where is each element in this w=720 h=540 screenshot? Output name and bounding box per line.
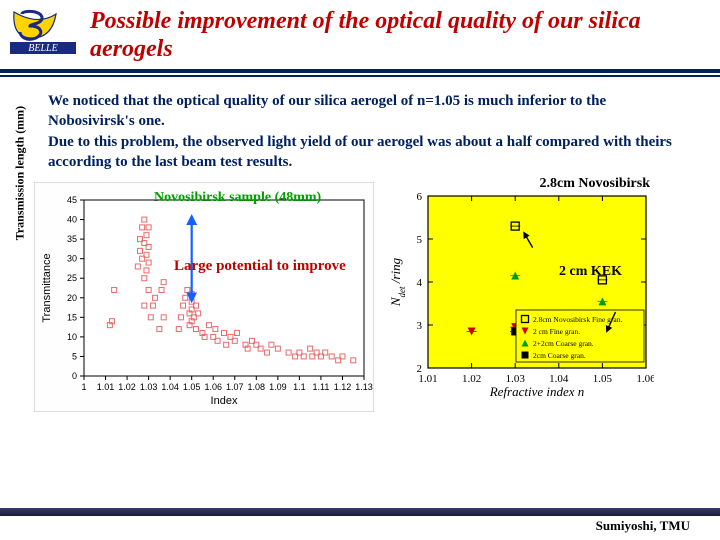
novosibirsk-callout: 2.8cm Novosibirsk — [540, 176, 650, 192]
transmission-scatter-chart: 1 1.011.02 1.031.04 1.051.06 1.07 1.081.09 1.1… — [34, 182, 374, 412]
svg-text:35: 35 — [67, 234, 77, 244]
svg-text:2.8cm Novosibirsk Fine gran.: 2.8cm Novosibirsk Fine gran. — [533, 315, 622, 324]
svg-text:1.05: 1.05 — [183, 382, 201, 392]
divider-thick — [0, 69, 720, 73]
svg-text:1.1: 1.1 — [293, 382, 306, 392]
footer: Sumiyoshi, TMU — [0, 508, 720, 540]
svg-text:15: 15 — [67, 313, 77, 323]
left-yaxis-outer-title: Transmission length (mm) — [13, 106, 28, 240]
logo-text: BELLE — [28, 43, 57, 54]
svg-text:1.02: 1.02 — [462, 373, 481, 385]
header: BELLE Possible improvement of the optica… — [0, 0, 720, 63]
svg-text:5: 5 — [417, 234, 423, 246]
kek-callout: 2 cm KEK — [559, 264, 622, 280]
svg-text:1.01: 1.01 — [97, 382, 115, 392]
body-text: We noticed that the optical quality of o… — [0, 77, 720, 178]
right-chart-wrap: 2.8cm Novosibirsk 2 cm KEK 1.011.021.031… — [384, 182, 654, 405]
svg-text:5: 5 — [72, 352, 77, 362]
belle-logo: BELLE — [8, 8, 78, 56]
svg-text:25: 25 — [67, 273, 77, 283]
svg-text:1.11: 1.11 — [312, 382, 329, 392]
svg-text:2+2cm Coarse gran.: 2+2cm Coarse gran. — [533, 339, 594, 348]
svg-text:1.09: 1.09 — [269, 382, 287, 392]
svg-text:6: 6 — [417, 191, 423, 203]
potential-label: Large potential to improve — [174, 258, 346, 275]
svg-text:1.13: 1.13 — [355, 382, 373, 392]
svg-text:1: 1 — [81, 382, 86, 392]
svg-text:1.02: 1.02 — [118, 382, 136, 392]
svg-text:0: 0 — [72, 371, 77, 381]
svg-text:30: 30 — [67, 254, 77, 264]
left-chart-wrap: Transmission length (mm) Novosibirsk sam… — [34, 182, 374, 417]
svg-text:4: 4 — [417, 277, 423, 289]
paragraph-2: Due to this problem, the observed light … — [48, 132, 680, 173]
svg-text:1.06: 1.06 — [636, 373, 654, 385]
svg-text:Ndet /ring: Ndet /ring — [388, 258, 407, 308]
svg-text:10: 10 — [67, 332, 77, 342]
svg-text:Index: Index — [211, 395, 238, 407]
footer-credit: Sumiyoshi, TMU — [0, 516, 720, 540]
svg-text:1.04: 1.04 — [161, 382, 179, 392]
svg-text:2: 2 — [417, 363, 423, 375]
charts-row: Transmission length (mm) Novosibirsk sam… — [0, 178, 720, 417]
svg-text:1.03: 1.03 — [140, 382, 158, 392]
svg-text:40: 40 — [67, 215, 77, 225]
novosibirsk-label: Novosibirsk sample (48mm) — [154, 190, 321, 206]
svg-text:Transmittance: Transmittance — [41, 254, 53, 323]
svg-text:45: 45 — [67, 195, 77, 205]
paragraph-1: We noticed that the optical quality of o… — [48, 91, 680, 132]
svg-text:1.08: 1.08 — [248, 382, 266, 392]
svg-text:2cm Coarse gran.: 2cm Coarse gran. — [533, 351, 586, 360]
svg-text:20: 20 — [67, 293, 77, 303]
svg-text:1.06: 1.06 — [204, 382, 222, 392]
svg-text:2 cm Fine gran.: 2 cm Fine gran. — [533, 327, 580, 336]
svg-text:Refractive index n: Refractive index n — [489, 384, 585, 399]
svg-text:1.07: 1.07 — [226, 382, 244, 392]
svg-text:1.12: 1.12 — [334, 382, 352, 392]
ndet-scatter-chart: 1.011.021.031.041.051.0623456Refractive … — [384, 182, 654, 400]
page-title: Possible improvement of the optical qual… — [90, 8, 712, 63]
svg-text:3: 3 — [417, 320, 423, 332]
svg-text:1.05: 1.05 — [593, 373, 613, 385]
footer-bar — [0, 508, 720, 516]
